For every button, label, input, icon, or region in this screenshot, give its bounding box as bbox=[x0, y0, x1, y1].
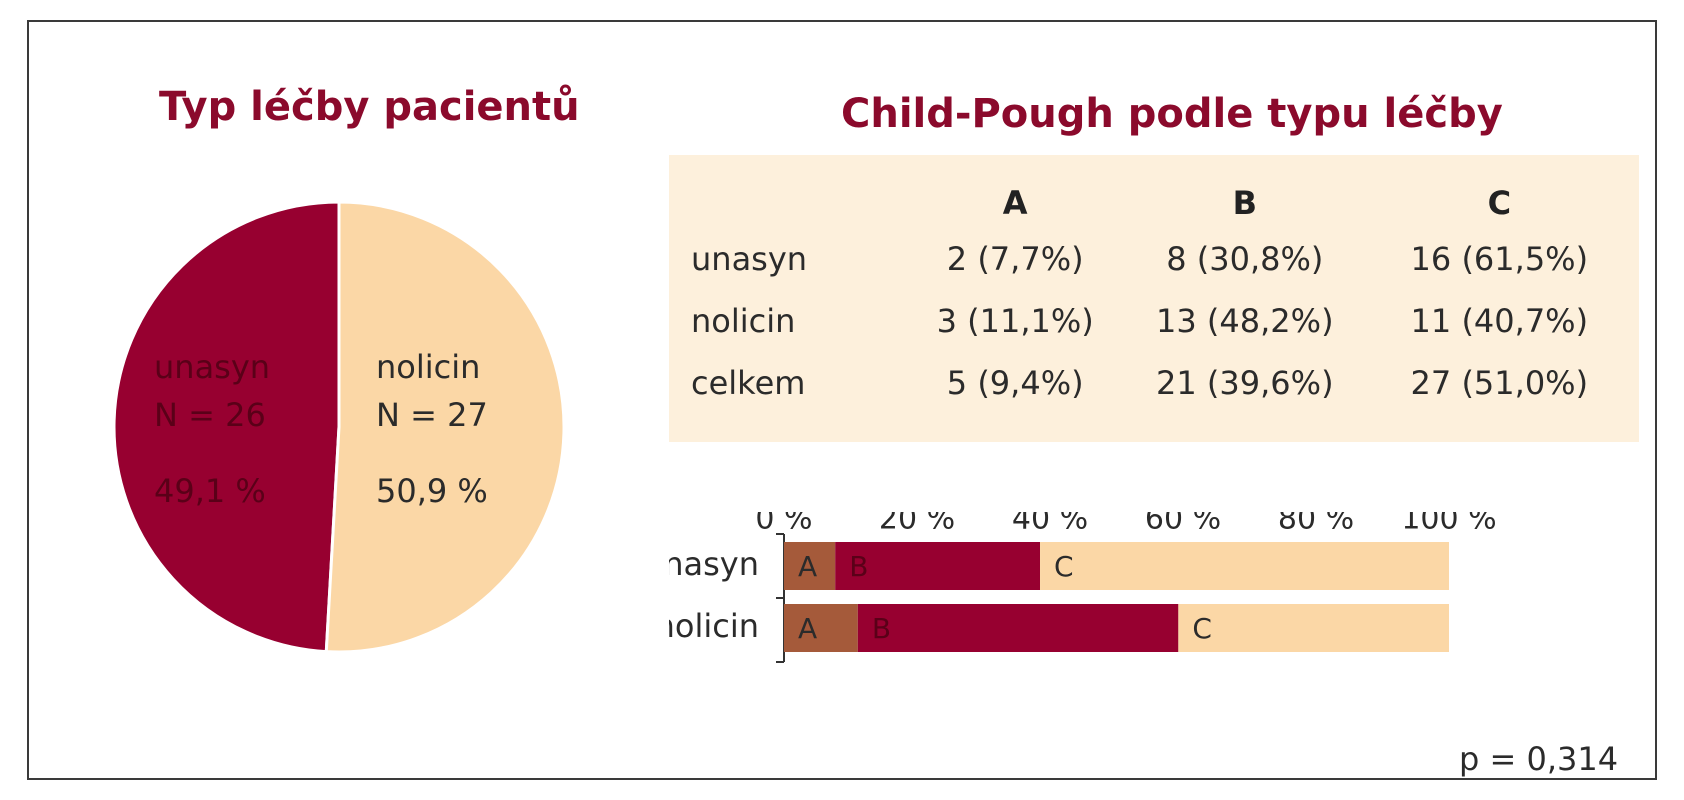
table-cell: 21 (39,6%) bbox=[1156, 364, 1334, 402]
table-row: celkem 5 (9,4%) 21 (39,6%) 27 (51,0%) bbox=[691, 352, 1639, 414]
table-row: unasyn 2 (7,7%) 8 (30,8%) 16 (61,5%) bbox=[691, 228, 1639, 290]
table-row: nolicin 3 (11,1%) 13 (48,2%) 11 (40,7%) bbox=[691, 290, 1639, 352]
pie-label-nolicin-name: nolicin bbox=[376, 348, 481, 386]
p-value-annotation: p = 0,314 bbox=[1459, 740, 1619, 778]
table-header-row: A B C bbox=[691, 178, 1639, 228]
table-header-c: C bbox=[1487, 184, 1512, 222]
bar-segment-label-nolicin-A: A bbox=[798, 612, 817, 645]
x-tick-label: 60 % bbox=[1145, 512, 1221, 537]
bar-segment-label-nolicin-C: C bbox=[1192, 612, 1212, 645]
bar-category-label-unasyn: unasyn bbox=[669, 545, 759, 583]
table-cell: 8 (30,8%) bbox=[1166, 240, 1324, 278]
pie-label-unasyn: unasyn N = 26 49,1 % bbox=[154, 342, 270, 514]
table-cell: 27 (51,0%) bbox=[1410, 364, 1589, 402]
bar-segment-nolicin-C bbox=[1178, 604, 1449, 652]
pie-label-unasyn-percent: 49,1 % bbox=[154, 472, 266, 510]
pie-slice-nolicin bbox=[324, 200, 566, 654]
table-title: Child-Pough podle typu léčby bbox=[841, 91, 1503, 137]
pie-label-nolicin-percent: 50,9 % bbox=[376, 472, 488, 510]
x-tick-label: 100 % bbox=[1401, 512, 1496, 537]
bar-segment-unasyn-B bbox=[835, 542, 1041, 590]
bar-segment-label-unasyn-C: C bbox=[1054, 550, 1074, 583]
pie-slice-unasyn bbox=[112, 200, 341, 654]
table-header-corner bbox=[691, 178, 900, 228]
child-pough-table-box: A B C unasyn 2 (7,7%) 8 (30,8%) 16 (61,5… bbox=[669, 155, 1639, 442]
table-cell: 5 (9,4%) bbox=[946, 364, 1084, 402]
pie-chart bbox=[112, 200, 566, 654]
bar-segment-nolicin-A bbox=[784, 604, 858, 652]
stacked-bar-chart: 0 %20 %40 %60 %80 %100 %unasynABCnolicin… bbox=[669, 512, 1497, 663]
bar-segment-nolicin-B bbox=[857, 604, 1179, 652]
figure-frame: Typ léčby pacientů Child-Pough podle typ… bbox=[27, 20, 1657, 780]
table-cell: 13 (48,2%) bbox=[1156, 302, 1334, 340]
pie-label-unasyn-n: N = 26 bbox=[154, 396, 266, 434]
bar-segment-unasyn-A bbox=[784, 542, 836, 590]
table-row-label: unasyn bbox=[691, 240, 808, 278]
pie-label-nolicin-n: N = 27 bbox=[376, 396, 488, 434]
table-cell: 3 (11,1%) bbox=[936, 302, 1094, 340]
bar-segment-label-nolicin-B: B bbox=[872, 612, 891, 645]
table-row-label: nolicin bbox=[691, 302, 796, 340]
x-tick-label: 80 % bbox=[1278, 512, 1354, 537]
table-header-a: A bbox=[1002, 184, 1028, 222]
table-row-label: celkem bbox=[691, 364, 806, 402]
table-cell: 2 (7,7%) bbox=[946, 240, 1084, 278]
bar-segment-label-unasyn-A: A bbox=[798, 550, 817, 583]
bar-segment-unasyn-C bbox=[1040, 542, 1449, 590]
x-tick-label: 0 % bbox=[755, 512, 812, 537]
x-tick-label: 20 % bbox=[879, 512, 955, 537]
pie-chart-title: Typ léčby pacientů bbox=[159, 84, 580, 130]
pie-label-nolicin: nolicin N = 27 50,9 % bbox=[376, 342, 488, 514]
table-cell: 16 (61,5%) bbox=[1410, 240, 1589, 278]
x-tick-label: 40 % bbox=[1012, 512, 1088, 537]
child-pough-table: A B C unasyn 2 (7,7%) 8 (30,8%) 16 (61,5… bbox=[691, 178, 1639, 414]
bar-category-label-nolicin: nolicin bbox=[669, 607, 759, 645]
bar-segment-label-unasyn-B: B bbox=[849, 550, 868, 583]
table-header-b: B bbox=[1232, 184, 1257, 222]
pie-label-unasyn-name: unasyn bbox=[154, 348, 271, 386]
table-cell: 11 (40,7%) bbox=[1410, 302, 1589, 340]
